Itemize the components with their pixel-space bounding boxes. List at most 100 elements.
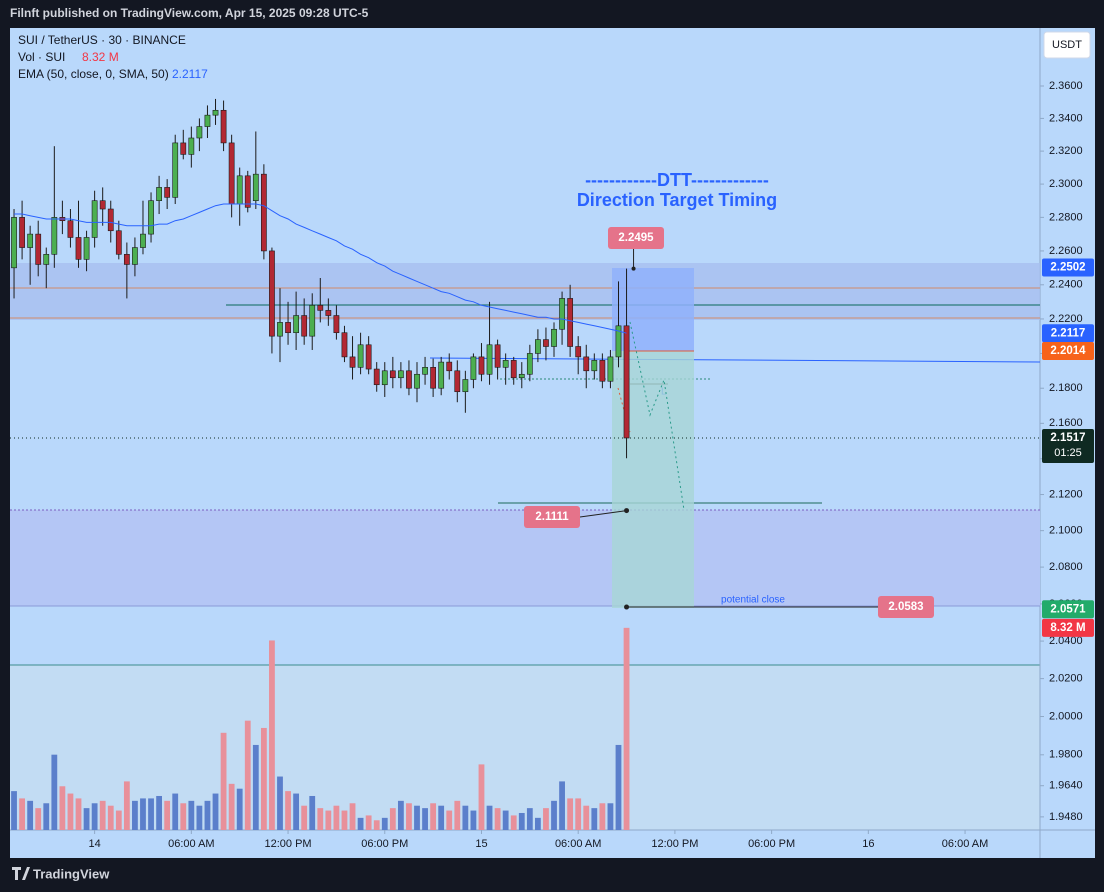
- volume-bar: [478, 764, 485, 830]
- brand: TradingView: [33, 866, 110, 881]
- candle-body: [357, 344, 364, 368]
- volume-bar: [75, 798, 82, 830]
- price-tag: [1042, 324, 1094, 343]
- candle-body: [446, 361, 453, 372]
- volume-bar: [59, 786, 66, 830]
- annotation-title: ------------DTT-------------: [585, 170, 769, 190]
- volume-bar: [462, 805, 469, 830]
- candle-body: [591, 360, 598, 372]
- volume-bar: [148, 798, 154, 830]
- candle-body: [99, 200, 106, 210]
- annotation-leader: [579, 510, 627, 518]
- button-background[interactable]: [1043, 31, 1091, 59]
- candle-body: [228, 142, 235, 205]
- volume-bar: [446, 810, 453, 830]
- volume-bar: [43, 803, 50, 830]
- annotation-note: potential close: [721, 595, 785, 606]
- candle-body: [67, 220, 74, 238]
- volume-bar: [333, 805, 340, 830]
- volume-bar: [599, 803, 606, 830]
- annotation-label: 2.0583: [888, 601, 923, 613]
- volume-bar: [623, 627, 630, 830]
- currency-label[interactable]: USDT: [1052, 39, 1082, 51]
- volume-bar: [357, 817, 364, 830]
- annotation-point: [624, 508, 630, 514]
- y-tick-label: 2.1800: [1049, 382, 1083, 394]
- candle-body: [551, 328, 557, 347]
- x-tick-label: 12:00 PM: [265, 838, 312, 850]
- annotation-label: 2.1111: [535, 511, 569, 523]
- candle-body: [567, 298, 574, 347]
- volume-bar: [252, 744, 259, 830]
- volume-bar: [397, 800, 404, 830]
- volume-bar: [381, 817, 388, 830]
- volume-bar: [164, 800, 171, 830]
- candle-body: [51, 217, 58, 255]
- candle-body: [583, 356, 590, 372]
- price-tag: [1042, 258, 1094, 277]
- candle-body: [43, 254, 50, 265]
- volume-bar: [567, 798, 574, 830]
- volume-bar: [115, 810, 122, 830]
- volume-bar: [406, 803, 412, 830]
- volume-bar: [414, 805, 420, 830]
- y-tick-label: 1.9640: [1049, 780, 1083, 792]
- volume-bar: [99, 800, 106, 830]
- candle-body: [220, 109, 227, 144]
- candle-body: [389, 370, 396, 379]
- candle-body: [317, 304, 324, 311]
- candle-body: [373, 368, 380, 386]
- volume-bar: [156, 795, 163, 830]
- x-tick-label: 12:00 PM: [651, 838, 698, 850]
- volume-bar: [349, 803, 356, 830]
- volume-bar: [470, 810, 477, 830]
- volume-bar: [309, 795, 316, 830]
- volume-bar: [260, 727, 267, 830]
- logo: [12, 867, 30, 880]
- volume-bar: [196, 805, 203, 830]
- volume-bar: [212, 793, 219, 830]
- countdown: 01:25: [1054, 447, 1082, 459]
- x-tick-label: 06:00 AM: [942, 838, 988, 850]
- candle-body: [535, 339, 541, 354]
- y-tick-label: 2.0000: [1049, 710, 1083, 722]
- candle-body: [454, 370, 461, 393]
- candle-body: [623, 325, 630, 439]
- volume-bar: [140, 798, 146, 830]
- price-tag: [1042, 342, 1094, 361]
- volume-bar: [518, 812, 525, 830]
- candle-body: [148, 200, 154, 235]
- y-tick-label: 2.3600: [1049, 80, 1083, 92]
- y-tick-label: 2.1000: [1049, 525, 1083, 537]
- volume-bar: [607, 803, 614, 830]
- candle-body: [140, 233, 146, 248]
- candle-body: [212, 109, 219, 116]
- candle-body: [107, 208, 114, 232]
- volume-bar: [494, 808, 501, 830]
- candle-body: [381, 370, 388, 386]
- volume-bar: [67, 793, 74, 830]
- price-tag-label: 2.2117: [1051, 327, 1086, 339]
- volume-pane: [10, 665, 1040, 830]
- x-tick-label: 06:00 AM: [168, 838, 214, 850]
- annotation-point: [624, 604, 630, 610]
- candle-body: [365, 344, 372, 370]
- volume-bar: [83, 808, 90, 830]
- volume-legend: Vol · SUI: [18, 50, 65, 64]
- candle-body: [526, 353, 533, 375]
- volume-bar: [486, 805, 493, 830]
- candle-body: [430, 367, 437, 389]
- candle-body: [277, 322, 283, 337]
- x-tick-label: 06:00 PM: [361, 838, 408, 850]
- candle-body: [180, 142, 187, 155]
- candle-body: [123, 254, 130, 265]
- volume-bar: [325, 810, 332, 830]
- candle-body: [510, 360, 517, 379]
- volume-bar: [615, 744, 622, 830]
- currency-button[interactable]: USDT: [1043, 31, 1091, 59]
- annotation-box: [608, 227, 664, 249]
- candle-body: [19, 217, 25, 248]
- price-tag-label: 2.0571: [1050, 603, 1086, 615]
